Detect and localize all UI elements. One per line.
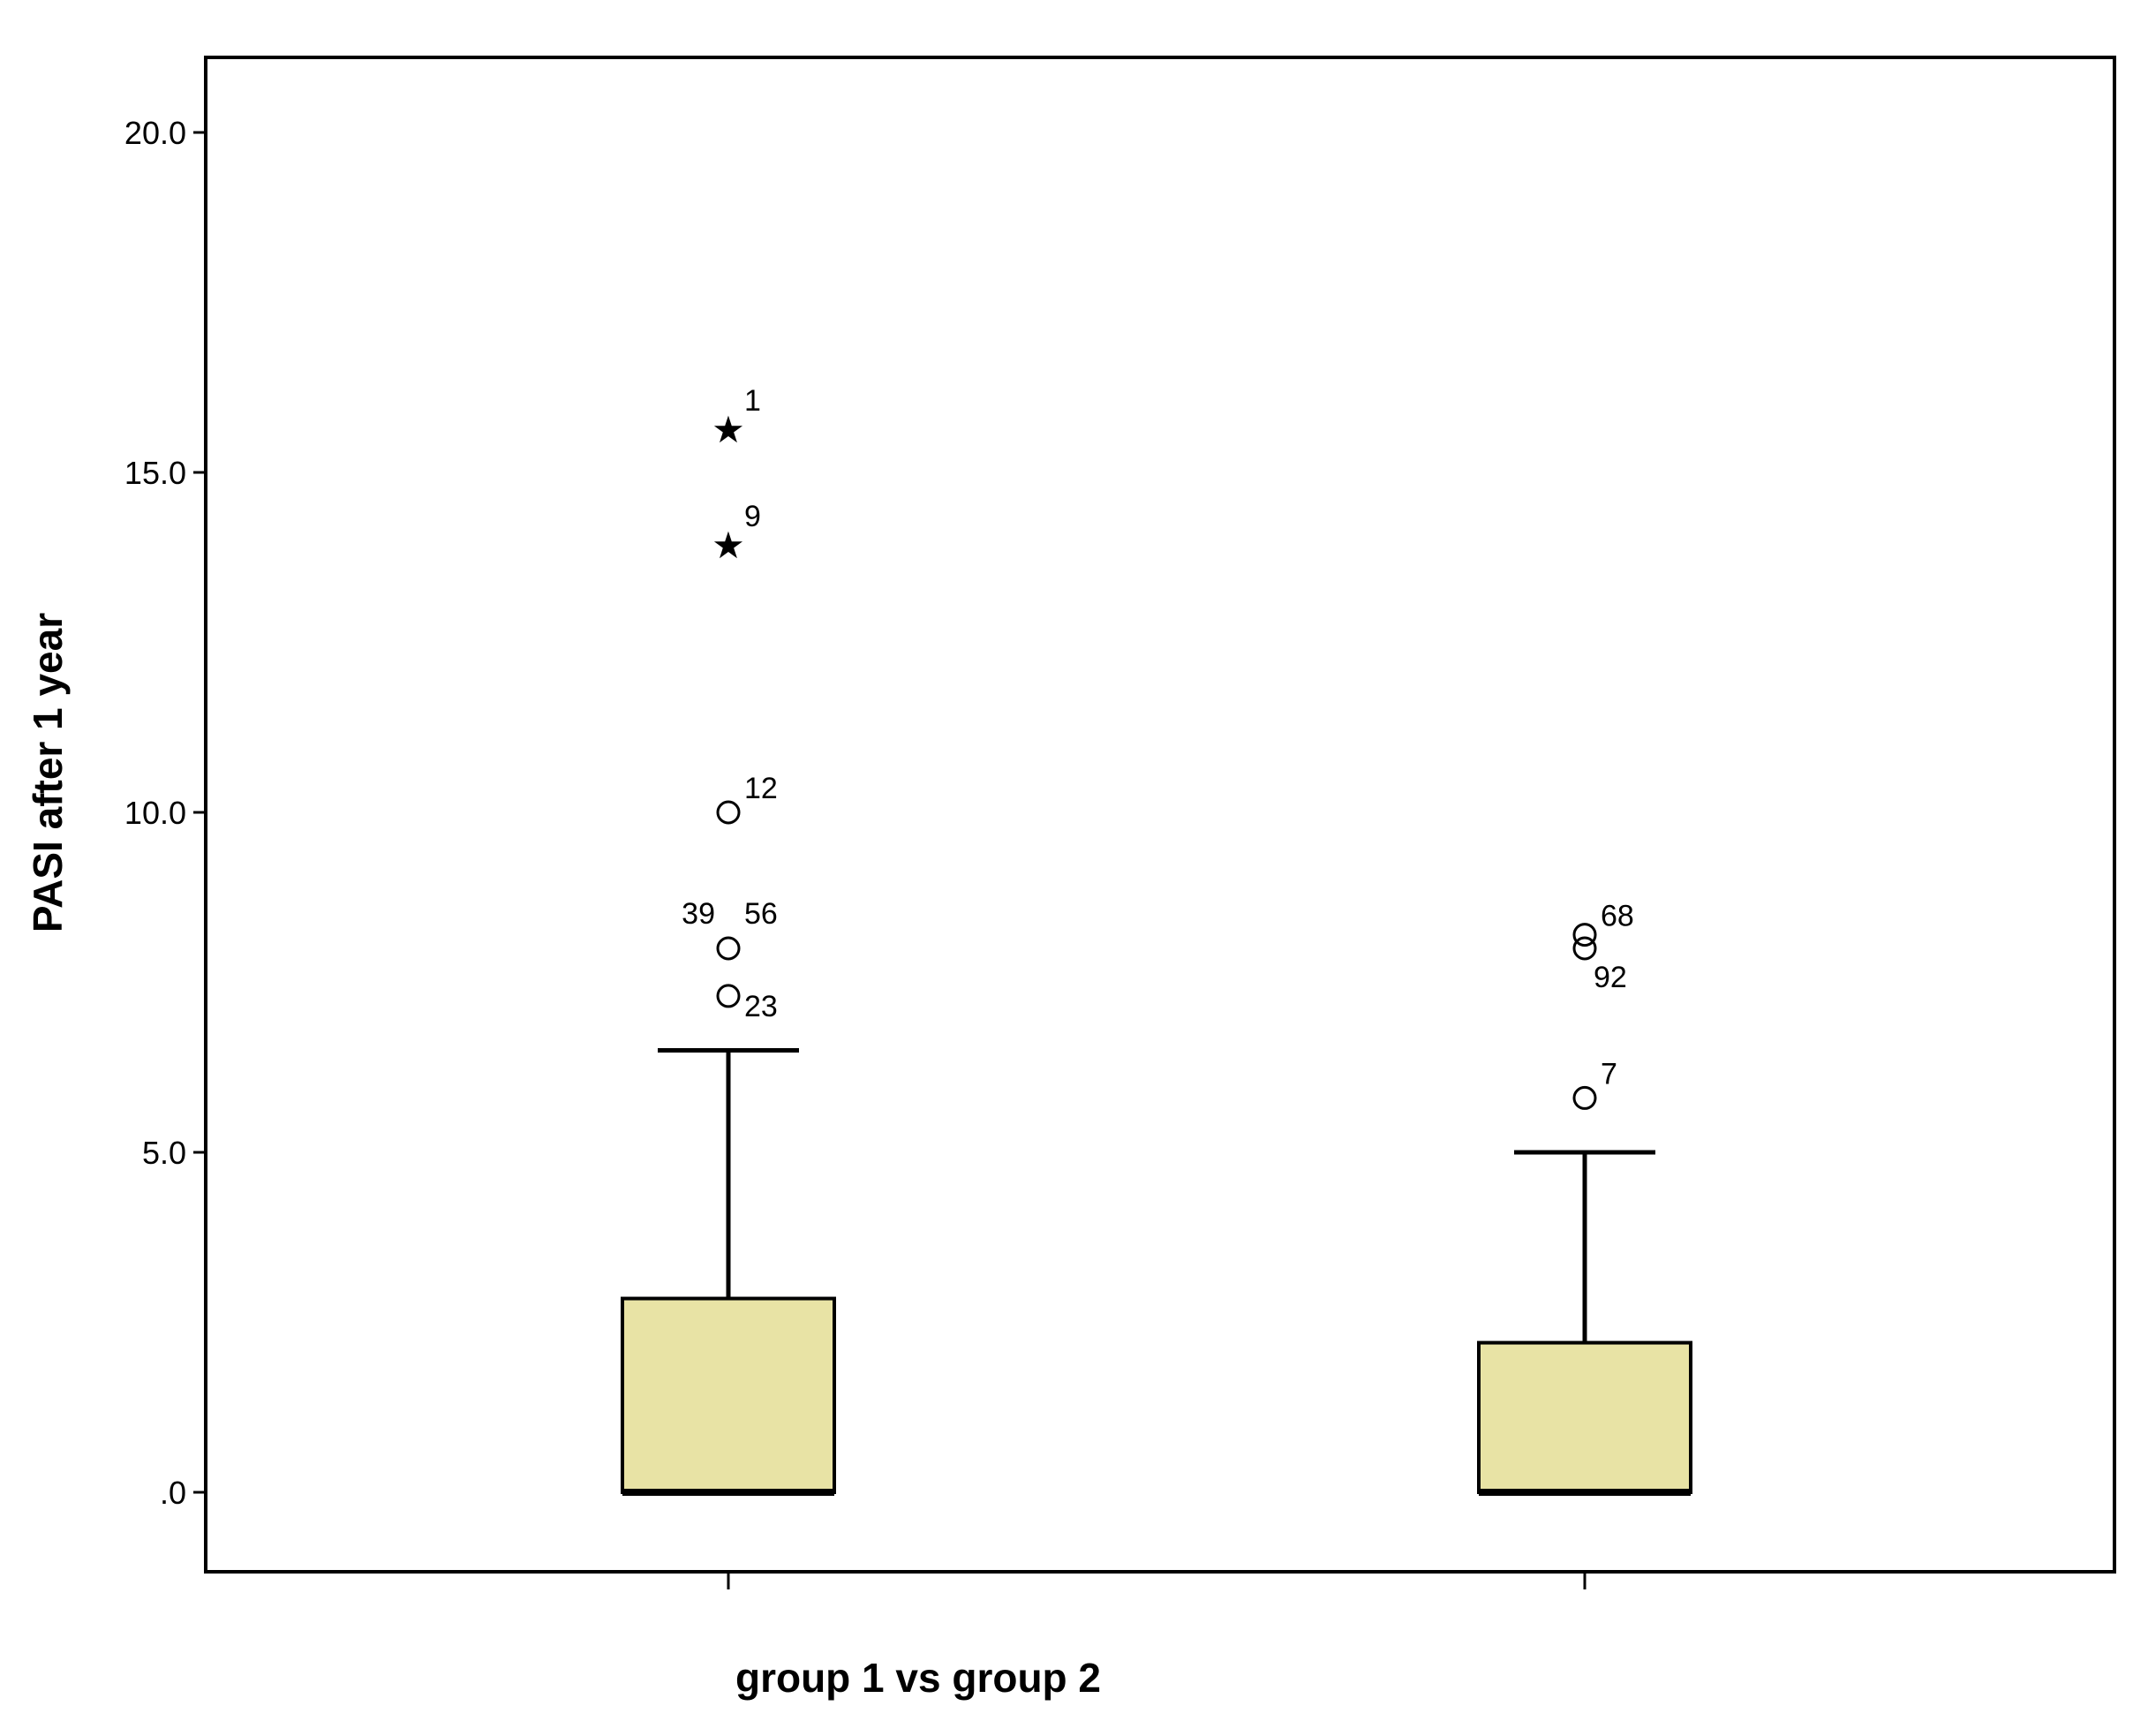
outlier-label: 56 <box>744 897 778 931</box>
outlier-marker <box>1572 936 1597 961</box>
outlier-label: 23 <box>744 990 778 1023</box>
y-tick-label: 5.0 <box>142 1135 186 1171</box>
y-tick-label: 10.0 <box>124 795 186 831</box>
outlier-label: 7 <box>1601 1057 1617 1091</box>
extreme-outlier-marker: ★ <box>712 525 745 566</box>
outlier-label: 9 <box>744 500 761 533</box>
outlier-marker <box>1572 1085 1597 1110</box>
x-axis-title: group 1 vs group 2 <box>735 1655 1101 1701</box>
box-iqr <box>621 1296 836 1495</box>
outlier-marker <box>716 984 741 1008</box>
y-axis-title: PASI after 1 year <box>25 613 71 932</box>
outlier-marker <box>716 800 741 825</box>
box-group-2: 68 92 7 <box>1477 900 1692 1496</box>
outlier-marker <box>716 936 741 961</box>
box-iqr <box>1477 1340 1692 1494</box>
extreme-outlier-marker: ★ <box>712 409 745 450</box>
outlier-label: 68 <box>1601 900 1634 933</box>
outlier-label: 39 <box>682 897 715 931</box>
y-axis: .0 5.0 10.0 15.0 20.0 <box>124 115 206 1511</box>
outlier-label: 12 <box>744 772 778 805</box>
outlier-label: 92 <box>1594 961 1627 994</box>
y-tick-label: 20.0 <box>124 115 186 151</box>
outlier-label: 1 <box>744 384 761 418</box>
y-tick-label: 15.0 <box>124 455 186 491</box>
plot-frame <box>204 56 2116 1574</box>
outlier-marker <box>1572 923 1597 947</box>
y-tick-label: .0 <box>160 1475 186 1511</box>
x-axis <box>727 1572 1587 1589</box>
